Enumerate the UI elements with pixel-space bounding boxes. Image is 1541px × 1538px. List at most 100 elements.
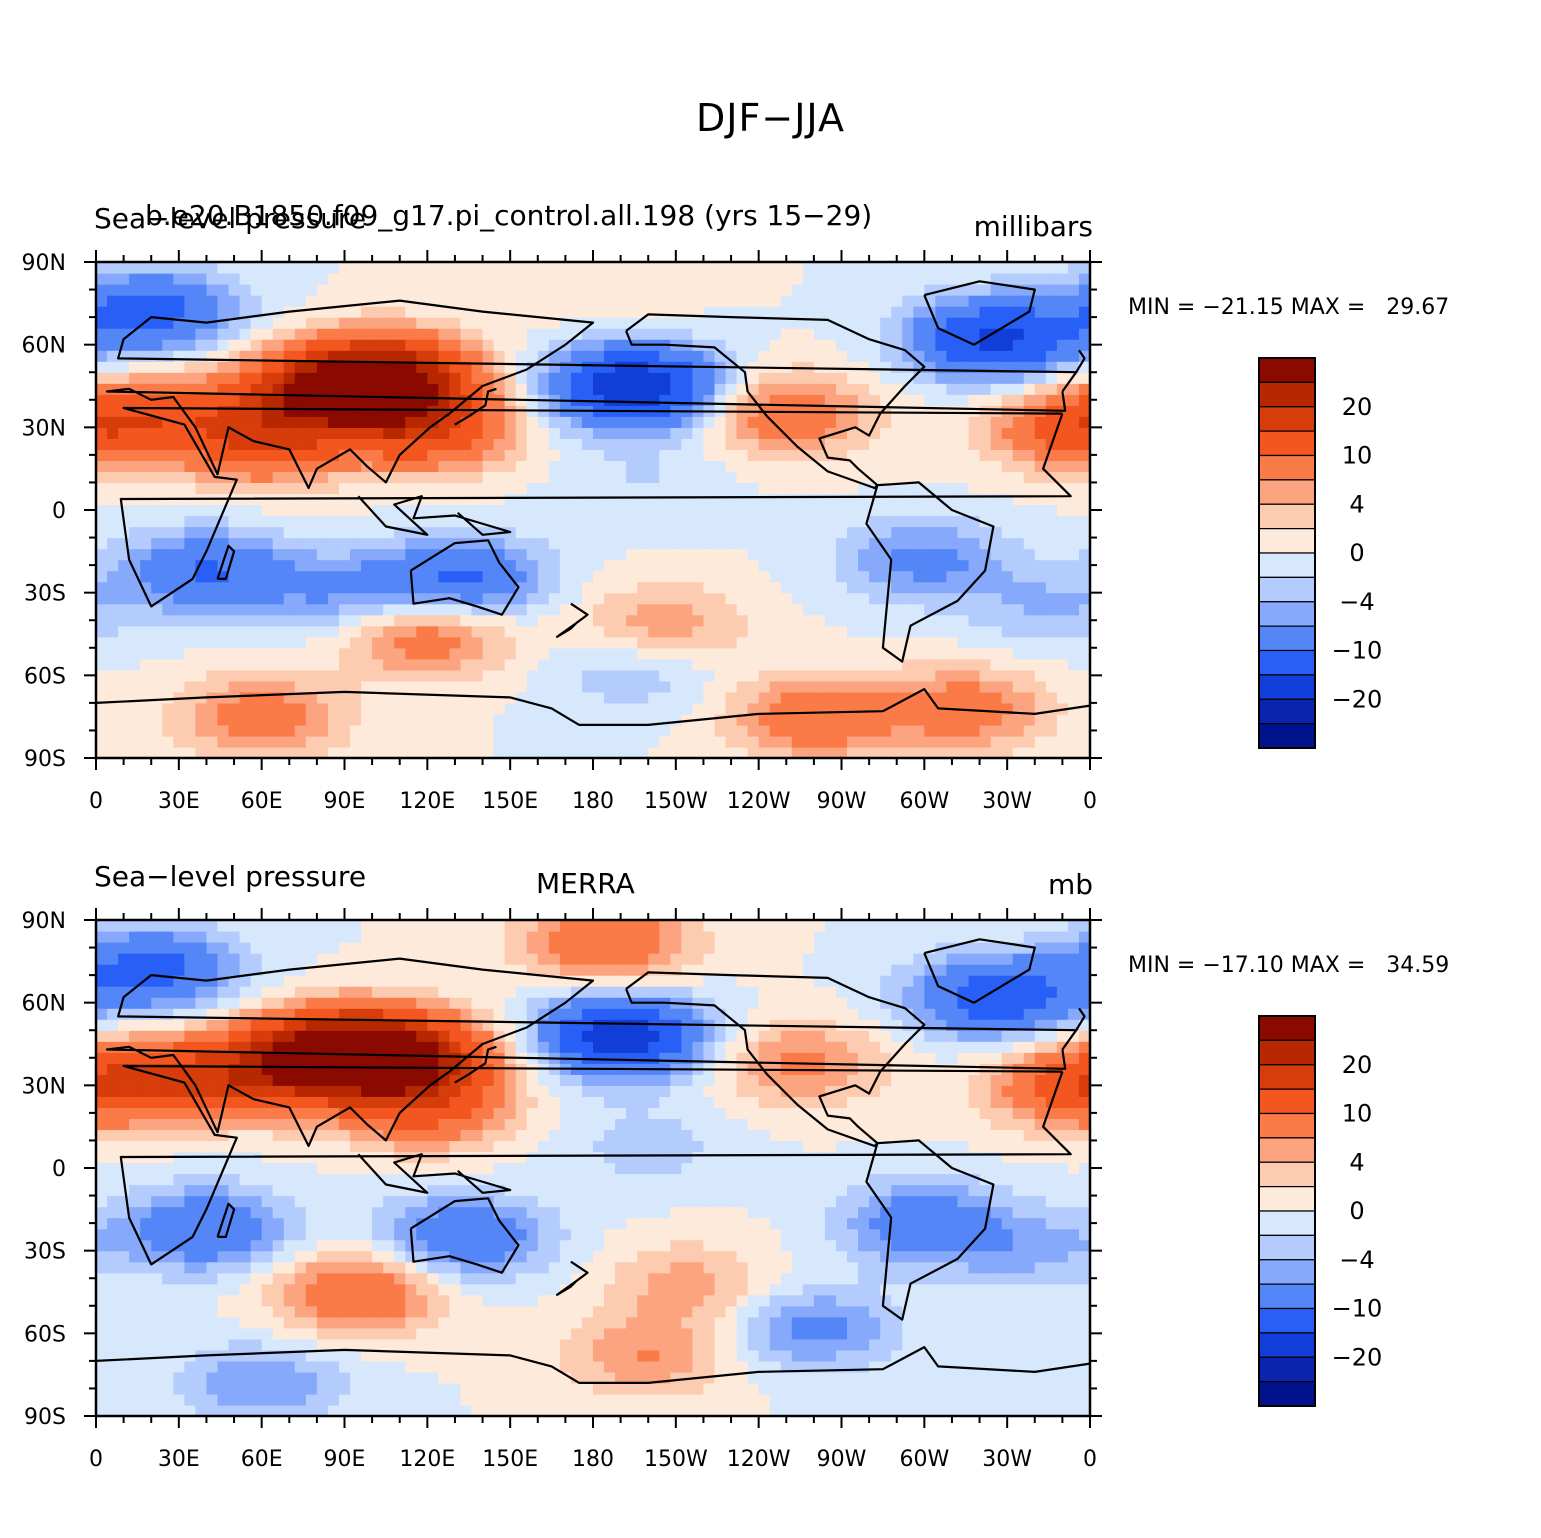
x-tick-label: 30E [158,789,200,814]
colorbar-bin [1258,430,1316,457]
colorbar-bin [1258,1064,1316,1090]
x-tick-label: 60E [241,1447,283,1472]
colorbar-label: 0 [1349,1197,1364,1225]
y-tick-label: 60S [24,664,66,689]
y-tick-label: 60N [22,334,66,359]
colorbar-bin [1258,1332,1316,1358]
x-tick-label: 90W [817,1447,867,1472]
colorbar-bin [1258,381,1316,408]
panel-center-title: b.e20.B1850.f09_g17.pi_control.all.198 (… [145,199,873,232]
colorbar-frame [1258,1015,1316,1407]
x-tick-label: 90E [324,1447,366,1472]
colorbar-label: −4 [1339,588,1374,616]
x-tick-label: 30E [158,1447,200,1472]
y-tick-label: 0 [52,499,66,524]
colorbar-bin [1258,1356,1316,1383]
y-tick-label: 30N [22,1074,66,1099]
coastline [409,539,520,616]
colorbar-bin [1258,674,1316,700]
y-tick-label: 30S [24,582,66,607]
colorbar-bin [1258,1259,1316,1285]
map-plot: 0 30E 60E 90E 120E 150E 180 150W 120W 90W 60W 30W 09… [22,250,1383,814]
coastline [454,1045,497,1084]
y-tick-label: 30S [24,1240,66,1265]
colorbar-bin [1258,1381,1316,1407]
colorbar-bin [1258,454,1316,481]
x-tick-label: 30W [982,789,1032,814]
panel-left-title: Sea−level pressure [94,860,367,893]
colorbar-bin [1258,528,1316,554]
x-tick-label: 0 [1083,789,1097,814]
colorbar-bin [1258,1088,1316,1115]
y-tick-label: 90S [24,1405,66,1430]
map-panel-merra: Sea−level pressure MERRA mb MIN = −17.10… [0,843,1541,1503]
x-tick-label: 0 [89,1447,103,1472]
x-tick-label: 180 [572,1447,614,1472]
coastlines [96,938,1090,1384]
x-tick-label: 120W [727,789,791,814]
colorbar-label: 4 [1349,1148,1364,1176]
colorbar-bin [1258,576,1316,603]
y-tick-label: 30N [22,416,66,441]
y-tick-label: 0 [52,1157,66,1182]
min-max-stats: MIN = −17.10 MAX = 34.59 [1128,953,1450,978]
x-tick-label: 60W [899,789,949,814]
panel-left-title: Sea−level pressure [94,202,367,235]
coastline [96,1346,1090,1384]
coastline [105,299,1078,490]
colorbar-label: 20 [1342,393,1373,421]
coastline [923,938,1036,1004]
coastline [454,387,497,426]
colorbar-bin [1258,1137,1316,1163]
coastline [119,406,1072,608]
colorbar-bin [1258,1112,1316,1139]
x-tick-label: 150E [482,789,538,814]
colorbar-bin [1258,1161,1316,1188]
colorbar-label: 10 [1342,442,1373,470]
x-tick-label: 150W [644,1447,708,1472]
coastline [923,280,1036,346]
colorbar-bin [1258,1234,1316,1261]
x-tick-label: 120W [727,1447,791,1472]
x-tick-label: 0 [1083,1447,1097,1472]
colorbar-label: −10 [1332,1295,1383,1323]
coastline [556,602,589,638]
x-tick-label: 90W [817,789,867,814]
colorbar-label: 0 [1349,539,1364,567]
colorbar-bin [1258,552,1316,578]
colorbar-bin [1258,503,1316,530]
coastline [625,313,926,490]
colorbar-bin [1258,1210,1316,1236]
x-tick-label: 120E [399,1447,455,1472]
colorbar-bin [1258,649,1316,676]
y-tick-label: 90N [22,251,66,276]
coastline [865,1139,995,1321]
colorbar-label: −10 [1332,637,1383,665]
y-tick-label: 60S [24,1322,66,1347]
coastline [357,1153,512,1194]
x-tick-label: 60E [241,789,283,814]
colorbar-bin [1258,357,1316,383]
coastlines [96,280,1090,726]
coastline [1075,349,1086,373]
colorbar-bin [1258,1015,1316,1041]
colorbar-bin [1258,1039,1316,1066]
panel-units: millibars [973,210,1093,243]
colorbar-label: 20 [1342,1051,1373,1079]
colorbar-label: 10 [1342,1100,1373,1128]
x-tick-label: 120E [399,789,455,814]
coastline [865,481,995,663]
y-tick-label: 90N [22,909,66,934]
x-tick-label: 60W [899,1447,949,1472]
heatmap-field [96,262,1090,758]
colorbar-bin [1258,625,1316,652]
x-tick-label: 30W [982,1447,1032,1472]
coastline [556,1260,589,1296]
colorbar-label: −20 [1332,1343,1383,1371]
x-tick-label: 90E [324,789,366,814]
colorbar-bin [1258,601,1316,627]
y-tick-label: 60N [22,992,66,1017]
coastline [357,495,512,536]
colorbar: 20 10 4 0 −4 −10 −20 [1258,1015,1383,1407]
coastline [1075,1007,1086,1031]
